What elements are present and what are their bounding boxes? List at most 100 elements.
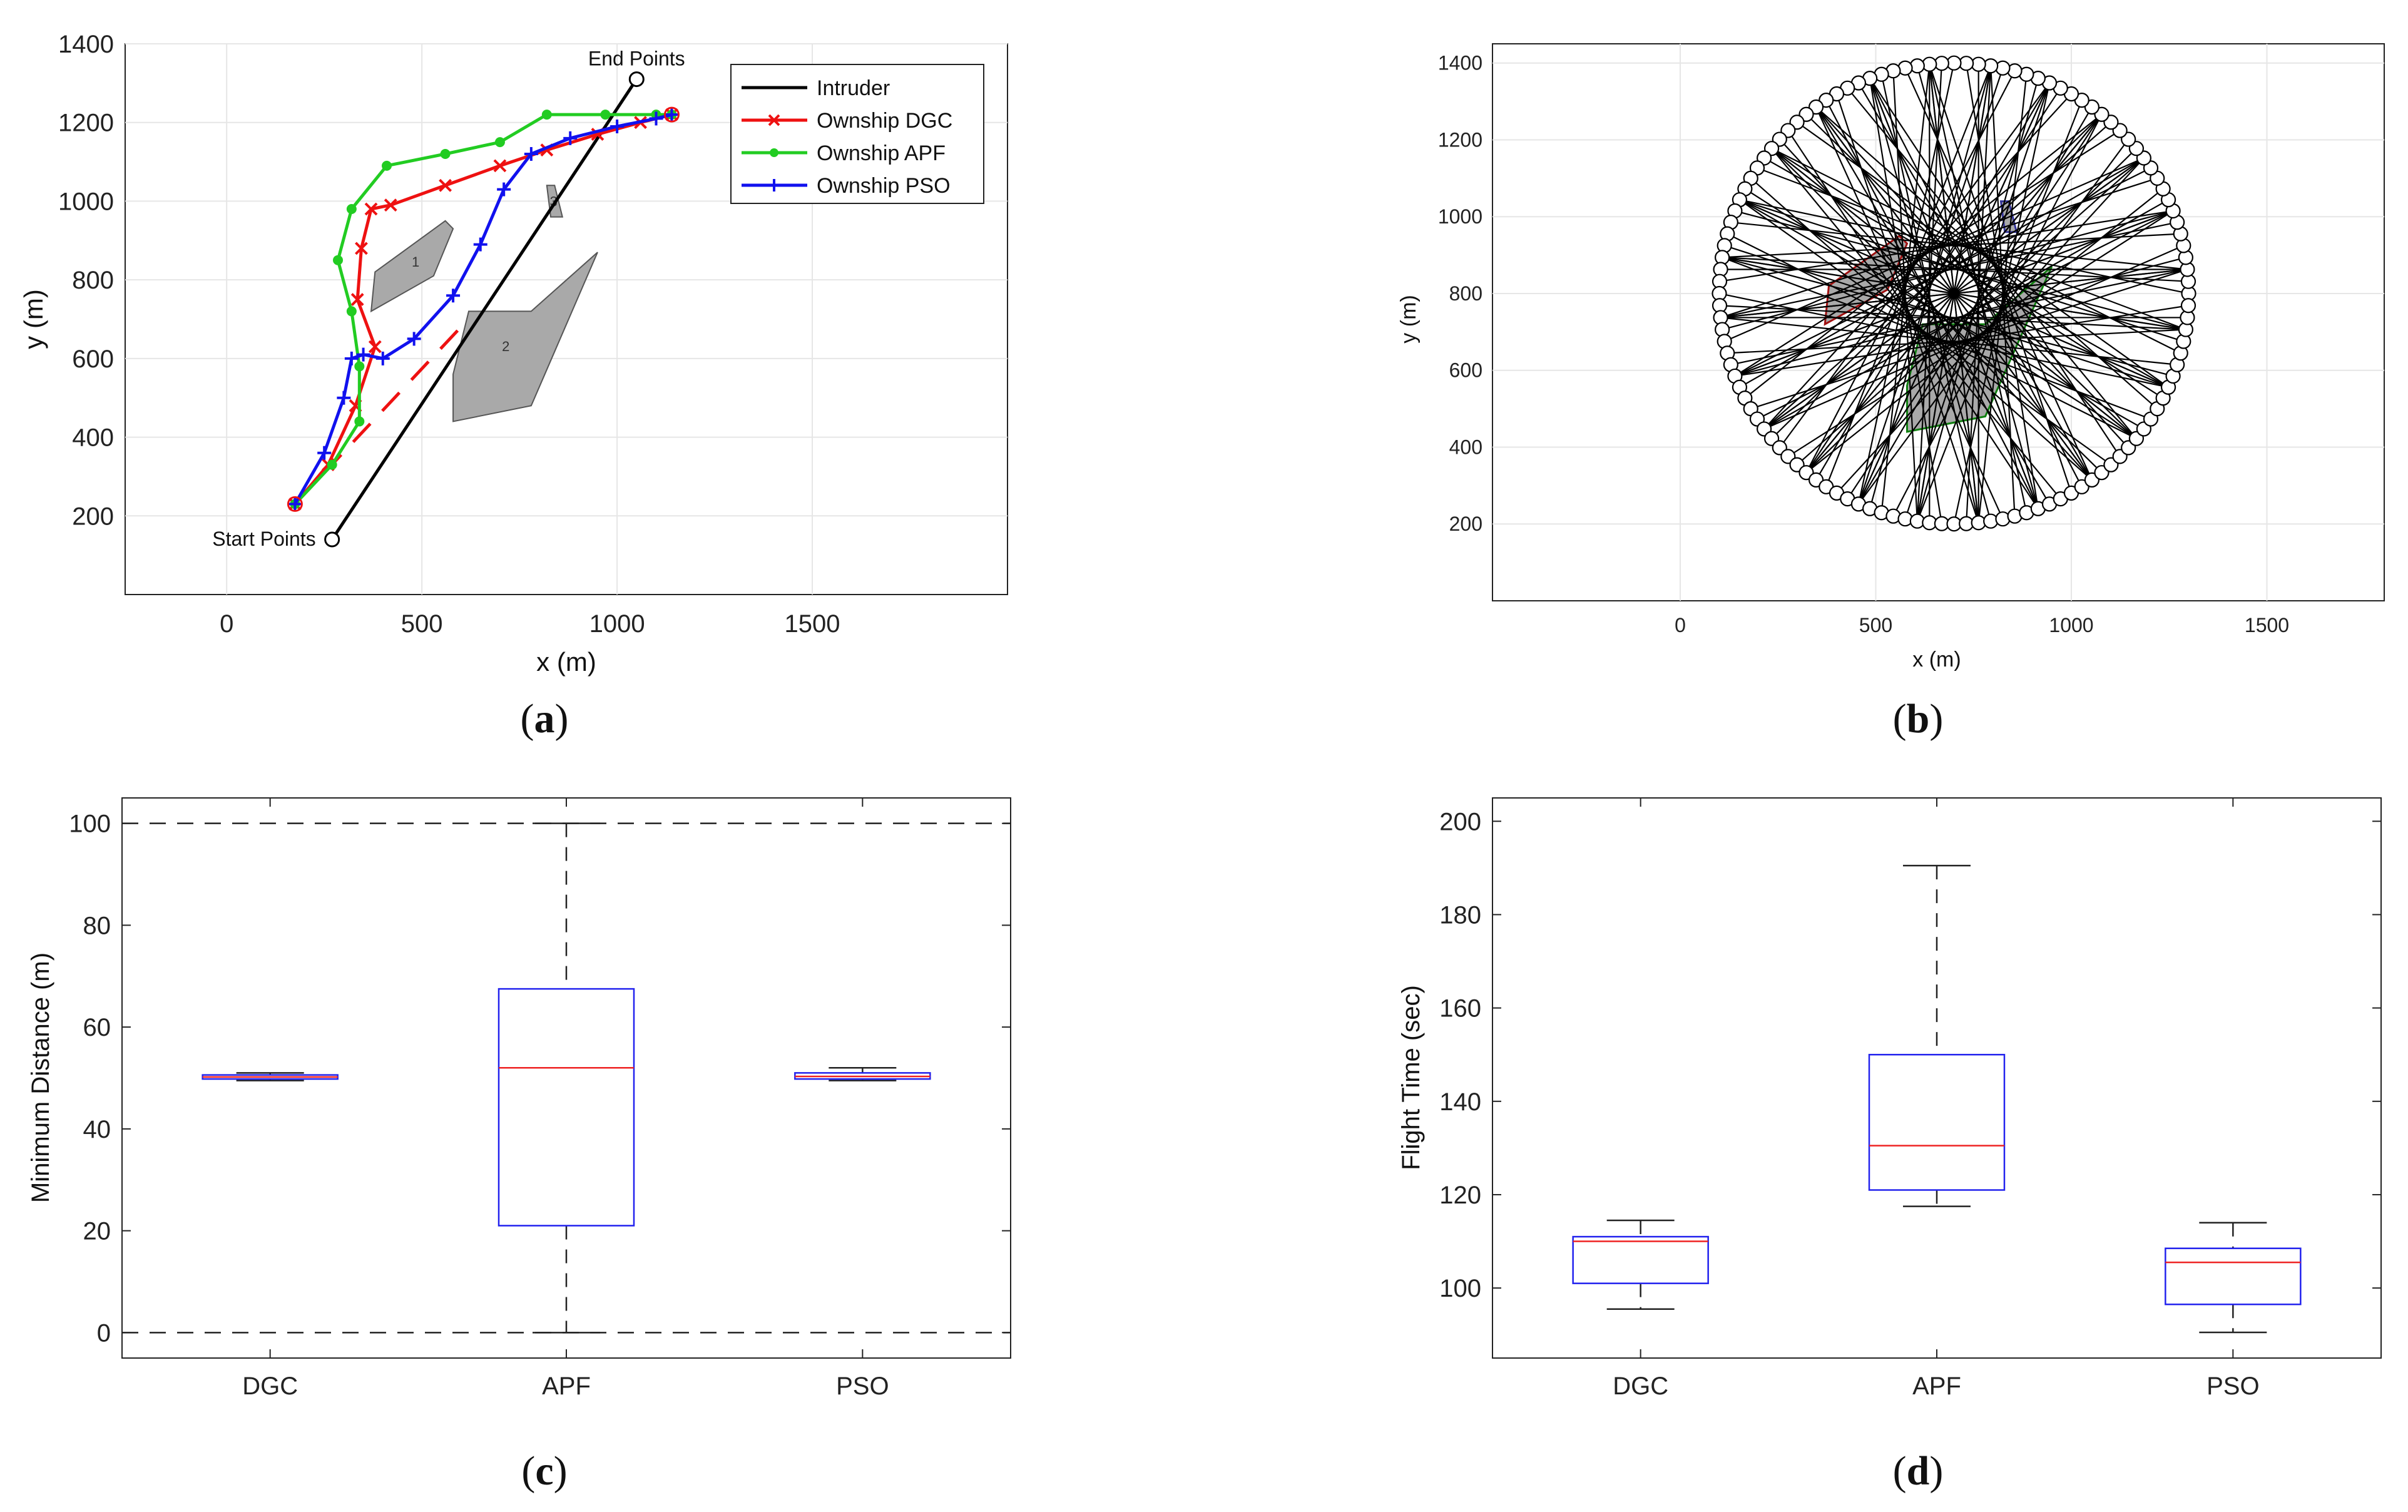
panel-b-node-33 (1909, 58, 1925, 74)
panel-a-marker-2-5 (333, 255, 344, 265)
panel-a-marker-2-3 (354, 361, 365, 372)
panel-a-ticks: 0 500 1000 1500 200 400 600 800 1000 1200 1400 (58, 31, 840, 638)
panel-a-legend-label-1: Ownship DGC (817, 109, 952, 133)
panel-a-legend-label-3: Ownship PSO (817, 174, 951, 198)
panel-a-marker-stroke (368, 340, 382, 354)
panel-d-caption: (d) (1893, 1448, 1944, 1494)
panel-a-marker-stroke (355, 242, 368, 255)
panel-a-marker-stroke (350, 293, 364, 306)
panel-b-ticks: 0 500 1000 1500 200 400 600 800 1000 1200 1400 (1438, 52, 2289, 636)
panel-b-x-tick-0: 0 (1675, 614, 1686, 636)
panel-a-series-line-0 (330, 78, 638, 541)
panel-b-y-label: y (m) (1397, 295, 1421, 343)
panel-a-obstacle-1 (370, 220, 454, 313)
panel-d-y-tick-4: 180 (1439, 901, 1481, 929)
panel-a-marker-3-8 (473, 237, 487, 252)
panel-a-marker-3-2 (337, 391, 351, 405)
panel-a-marker-3-9 (497, 182, 511, 197)
panel-b-connection-84 (1880, 64, 1931, 513)
panel-a-marker-3-10 (524, 147, 538, 161)
panel-b-connection-64 (1724, 157, 2145, 342)
panel-d-y-tick-1: 120 (1439, 1182, 1481, 1209)
panel-d-x-tick-2: PSO (2206, 1372, 2259, 1400)
panel-b-x-tick-2: 1000 (2049, 614, 2093, 636)
panel-d-x-tick-1: APF (1912, 1372, 1961, 1400)
panel-a-marker-2-1 (327, 459, 337, 470)
panel-a-series-line-2 (293, 113, 672, 506)
panel-a-marker-stroke (439, 178, 452, 192)
panel-b-node-86 (1897, 511, 1913, 527)
panel-b-node-119 (2180, 298, 2196, 314)
panel-b-y-tick-3: 800 (1449, 282, 1482, 305)
panel-a-marker-2-6 (346, 204, 357, 214)
panel-a-marker-1-5 (355, 242, 368, 255)
panel-d-boxes (1572, 864, 2302, 1334)
panel-a-marker-1-9 (493, 159, 507, 173)
panel-a-y-tick-6: 1400 (58, 31, 114, 58)
panel-a-y-tick-1: 400 (72, 424, 114, 452)
panel-d-boxplot: 100 120 140 160 180 200 DGC APF PSO Flight Time … (1397, 797, 2382, 1494)
panel-a-start-marker (324, 531, 340, 548)
panel-a-annotations: End Points Start Points (212, 48, 685, 550)
panel-a-annotation-0: End Points (588, 48, 685, 70)
panel-a-marker-2-8 (440, 149, 451, 159)
panel-b-y-tick-4: 1000 (1438, 205, 1482, 228)
panel-b-connection-104 (1739, 199, 2112, 466)
panel-a-marker-2-4 (346, 306, 357, 317)
panel-a-x-tick-3: 1500 (785, 610, 840, 638)
panel-a-y-tick-4: 1000 (58, 188, 114, 215)
panel-a-obstacles: 123 (370, 185, 598, 422)
panel-b-connection-74 (1778, 82, 2050, 449)
panel-a-marker-stroke (384, 198, 397, 212)
panel-a-annotation-1: Start Points (212, 528, 315, 550)
panel-c-caption-letter: c (535, 1448, 553, 1494)
panel-d-box-1 (1868, 1053, 2006, 1191)
panel-a-marker-2-7 (382, 160, 392, 171)
panel-a-marker-1-3 (368, 340, 382, 354)
panel-a-marker-2-10 (541, 110, 552, 120)
panel-a-marker-3-12 (610, 120, 625, 133)
panel-d-y-tick-3: 160 (1439, 995, 1481, 1023)
panel-c-y-tick-2: 40 (83, 1116, 111, 1143)
panel-c-y-tick-0: 0 (97, 1319, 111, 1347)
panel-a-marker-1-4 (350, 293, 364, 306)
panel-d-box-0 (1572, 1235, 1709, 1284)
panel-b-x-tick-3: 1500 (2245, 614, 2289, 636)
panel-a-legend: Intruder Ownship DGC Ownship APF Ownship PS… (730, 64, 984, 204)
panel-c-boxes (202, 822, 931, 1334)
panel-a-obstacle-2 (452, 252, 598, 422)
panel-b-y-tick-6: 1400 (1438, 52, 1482, 74)
panel-a-x-tick-1: 500 (401, 610, 443, 638)
panel-b-connection-69 (1744, 113, 2103, 399)
panel-c-x-tick-0: DGC (242, 1372, 298, 1400)
panel-d-caption-letter: d (1907, 1448, 1930, 1494)
panel-a-legend-marker-2 (770, 148, 778, 157)
panel-a-y-tick-2: 600 (72, 345, 114, 373)
panel-a-marker-3-13 (649, 111, 663, 126)
panel-a-marker-2-9 (494, 137, 505, 148)
panel-b-connection-99 (1771, 148, 2061, 499)
panel-c-x-tick-2: PSO (836, 1372, 889, 1400)
panel-a-obstacle-label-2: 2 (502, 339, 509, 354)
panel-a-x-tick-2: 1000 (589, 610, 645, 638)
panel-b-connection-89 (1869, 78, 1942, 524)
panel-a-marker-3-1 (317, 446, 332, 460)
panel-c-y-tick-1: 20 (83, 1218, 111, 1245)
panel-a-grid (125, 43, 1008, 595)
panel-b-connection-lines (1719, 63, 2189, 524)
panel-b-connection-79 (1825, 65, 1992, 488)
panel-a-obstacle-label-1: 1 (412, 254, 419, 270)
panel-a-marker-3-0 (288, 497, 302, 511)
panel-d-y-tick-2: 140 (1439, 1088, 1481, 1116)
panel-a-y-tick-3: 800 (72, 267, 114, 294)
panel-b-circle-nodes (1712, 55, 2196, 532)
panel-d-y-label: Flight Time (sec) (1397, 985, 1425, 1170)
panel-c-caption: (c) (521, 1448, 567, 1494)
panel-a-marker-1-7 (384, 198, 397, 212)
panel-b-y-tick-0: 200 (1449, 513, 1482, 535)
panel-b-caption: (b) (1893, 696, 1944, 742)
panel-a-y-tick-5: 1200 (58, 110, 114, 137)
panel-c-boxplot: 0 20 40 60 80 100 DGC APF PSO Minimum Distance (… (27, 797, 1011, 1494)
panel-d-y-tick-5: 200 (1439, 808, 1481, 835)
